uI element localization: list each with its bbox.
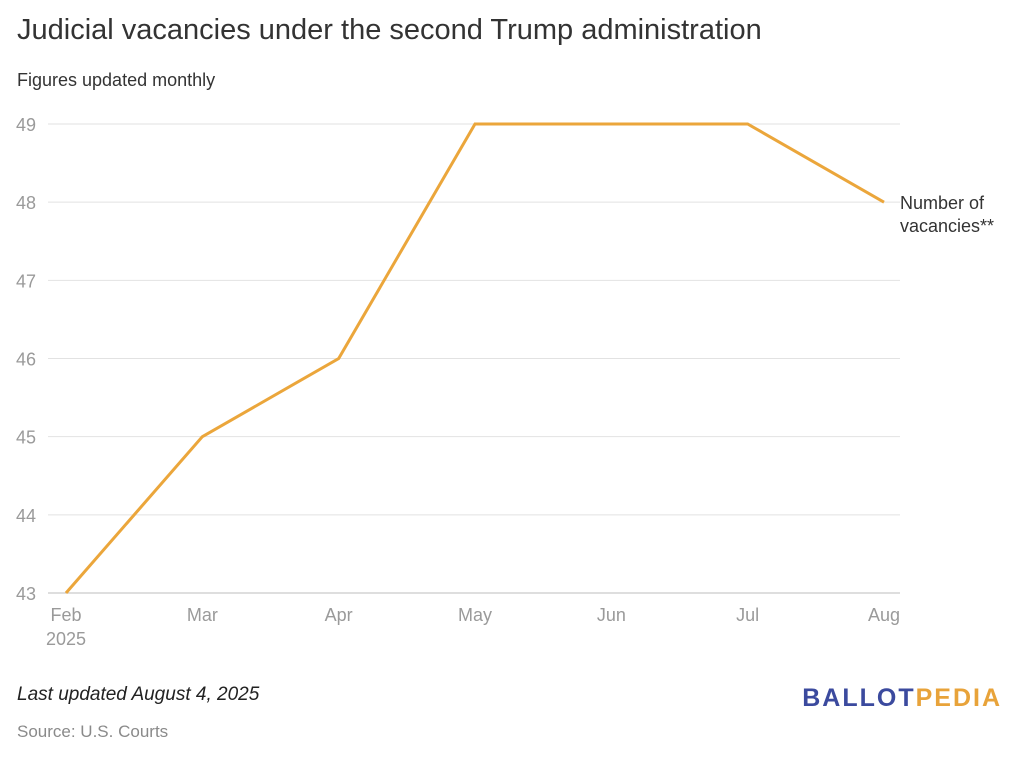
y-tick-label: 49 <box>16 115 36 135</box>
x-tick-label: Mar <box>187 605 218 625</box>
x-tick-label: Jun <box>597 605 626 625</box>
y-tick-label: 44 <box>16 506 36 526</box>
x-tick-sublabel: 2025 <box>46 629 86 649</box>
x-tick-label: Aug <box>868 605 900 625</box>
series-label: vacancies** <box>900 216 994 236</box>
x-tick-label: Jul <box>736 605 759 625</box>
y-tick-label: 47 <box>16 271 36 291</box>
logo-part-pedia: PEDIA <box>915 684 1002 712</box>
ballotpedia-logo: BALLOTPEDIA <box>802 684 1002 713</box>
last-updated-note: Last updated August 4, 2025 <box>17 684 260 705</box>
y-tick-label: 46 <box>16 350 36 370</box>
source-note: Source: U.S. Courts <box>17 722 169 741</box>
logo-part-ballot: BALLOT <box>802 684 916 712</box>
series-line <box>64 122 885 594</box>
x-tick-label: Apr <box>325 605 353 625</box>
y-tick-label: 48 <box>16 193 36 213</box>
line-chart: 43 44 45 46 47 48 49 Feb 2025 Mar Apr May Jun Jul Aug N… <box>16 115 994 649</box>
chart-title: Judicial vacancies under the second Trum… <box>17 14 762 46</box>
series-label: Number of <box>900 193 985 213</box>
chart-subtitle: Figures updated monthly <box>17 70 216 90</box>
x-tick-label: May <box>458 605 492 625</box>
y-tick-label: 45 <box>16 428 36 448</box>
x-tick-label: Feb <box>50 605 81 625</box>
y-tick-label: 43 <box>16 584 36 604</box>
